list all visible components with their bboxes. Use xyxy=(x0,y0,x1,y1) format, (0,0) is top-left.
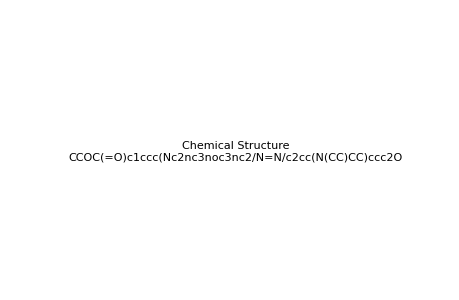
Text: Chemical Structure
CCOC(=O)c1ccc(Nc2nc3noc3nc2/N=N/c2cc(N(CC)CC)ccc2O: Chemical Structure CCOC(=O)c1ccc(Nc2nc3n… xyxy=(68,141,402,162)
